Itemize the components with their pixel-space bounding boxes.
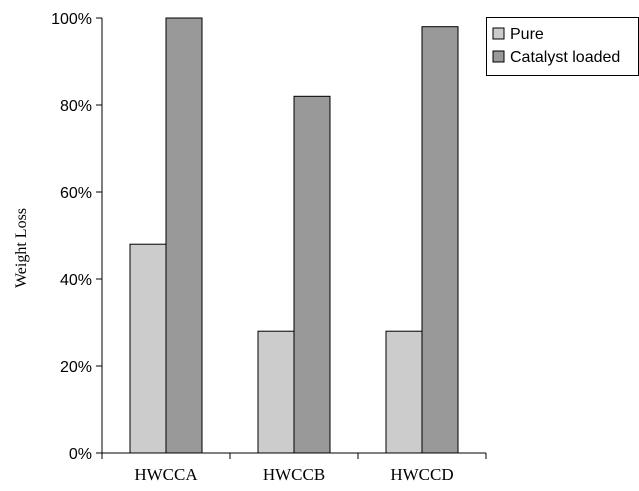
- legend-label: Pure: [510, 26, 544, 43]
- x-tick-label: HWCCB: [263, 465, 325, 484]
- legend: Pure Catalyst loaded: [486, 17, 639, 76]
- bar-catalyst-loaded: [165, 17, 203, 454]
- y-tick-label: 100%: [51, 11, 92, 28]
- x-tick-label: HWCCA: [134, 465, 198, 484]
- x-tick-label: HWCCD: [390, 465, 453, 484]
- bar-catalyst-loaded: [421, 26, 459, 454]
- legend-swatch: [492, 50, 505, 63]
- bar-pure: [385, 330, 423, 454]
- legend-label: Catalyst loaded: [510, 49, 620, 66]
- y-tick-label: 60%: [60, 185, 92, 202]
- y-tick-label: 40%: [60, 272, 92, 289]
- plot-area: 0% 20% 40% 60% 80% 100% HWCCA HWCCB HWCCD: [51, 11, 487, 484]
- legend-swatch: [492, 27, 505, 40]
- y-tick-label: 20%: [60, 359, 92, 376]
- y-tick-label: 80%: [60, 98, 92, 115]
- bar-pure: [129, 243, 167, 454]
- y-axis-label: Weight Loss: [13, 208, 30, 288]
- legend-box: [486, 17, 639, 76]
- y-tick-label: 0%: [69, 446, 92, 463]
- bar-pure: [257, 330, 295, 454]
- bar-catalyst-loaded: [293, 95, 331, 454]
